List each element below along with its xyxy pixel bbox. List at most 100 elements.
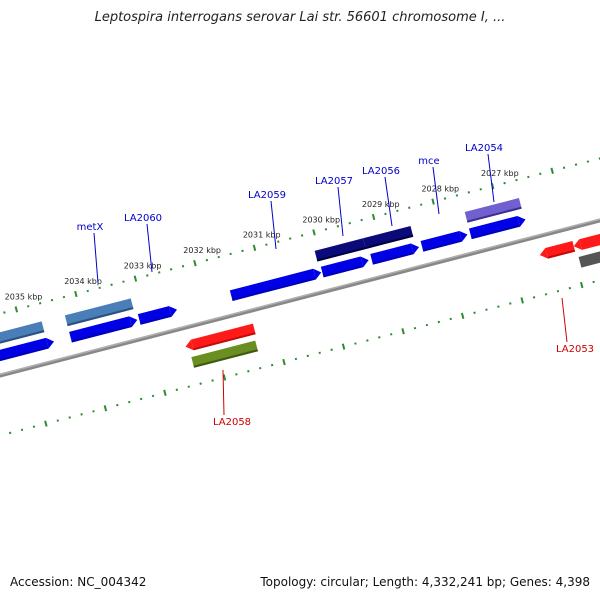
gene-leader-line [561, 297, 568, 343]
inner-rail-minor-tick [437, 320, 441, 324]
scale-label: 2028 kbp [421, 184, 459, 193]
inner-rail-major-tick [341, 343, 346, 350]
gene-LA2058[interactable] [184, 323, 256, 352]
outer-rail-minor-tick [27, 305, 30, 308]
cds-far-left-steelblue[interactable] [0, 321, 45, 346]
inner-rail-minor-tick [199, 382, 202, 385]
cds-metX-steelblue[interactable] [64, 298, 134, 327]
gene-LA2057[interactable] [320, 255, 370, 278]
gene-labels: metX LA2060 LA2059 LA2057 LA2056 mce LA2054 LA2… [77, 143, 594, 428]
outer-rail-minor-tick [396, 209, 399, 213]
outer-rail-minor-tick [241, 249, 244, 253]
outer-rail-minor-tick [503, 181, 506, 185]
gene-LA2056[interactable] [370, 242, 420, 265]
inner-rail-major-tick [460, 312, 465, 319]
outer-rail-minor-tick [205, 258, 209, 262]
inner-rail-minor-tick [20, 428, 24, 432]
outer-rail-minor-tick [527, 175, 530, 179]
gene-label-LA2059[interactable]: LA2059 [248, 190, 286, 201]
cds-LA2054-lavender[interactable] [464, 197, 522, 223]
outer-rail-major-tick [14, 306, 19, 313]
inner-rail-minor-tick [532, 296, 536, 299]
inner-rail-minor-tick [247, 370, 250, 373]
inner-rail-minor-tick [509, 302, 512, 305]
outer-rail-minor-tick [562, 166, 566, 169]
inner-rail-minor-tick [306, 354, 310, 358]
gene-leader-line [337, 186, 344, 237]
outer-rail-minor-tick [62, 295, 66, 299]
gene-label-LA2057[interactable]: LA2057 [315, 176, 353, 187]
gene-far-left-forward[interactable] [0, 336, 55, 363]
inner-rail-minor-tick [568, 286, 572, 290]
gene-leader-line [93, 232, 99, 284]
outer-rail-minor-tick [181, 265, 185, 268]
gene-label-LA2060[interactable]: LA2060 [124, 213, 162, 224]
cds-LA2058-olive[interactable] [191, 340, 258, 368]
cds-LA2056-navy[interactable] [363, 226, 414, 249]
outer-rail-minor-tick [265, 243, 268, 246]
gene-metX[interactable] [69, 315, 139, 343]
outer-rail-major-tick [74, 290, 78, 298]
outer-rail-minor-tick [86, 289, 89, 293]
inner-rail-minor-tick [211, 379, 214, 382]
outer-rail-minor-tick [50, 298, 54, 302]
outer-rail-minor-tick [38, 302, 42, 305]
inner-tick-rail [8, 280, 595, 435]
chromosome-backbone [0, 205, 600, 391]
outer-rail-major-tick [193, 260, 197, 267]
outer-tick-rail [3, 157, 600, 314]
map-rotated-frame: 2035 kbp 2034 kbp 2033 kbp 2032 kbp 2031 kbp… [0, 157, 600, 435]
inner-rail-minor-tick [354, 342, 357, 345]
outer-rail-minor-tick [539, 172, 542, 176]
gene-LA2059[interactable] [229, 267, 323, 301]
outer-rail-minor-tick [360, 218, 363, 222]
outer-rail-minor-tick [229, 252, 232, 256]
gene-mce[interactable] [420, 229, 469, 252]
gene-label-mce[interactable]: mce [418, 156, 439, 167]
outer-rail-minor-tick [408, 206, 411, 209]
gene-leader-line [146, 223, 153, 273]
outer-rail-minor-tick [324, 228, 328, 231]
inner-rail-minor-tick [473, 311, 476, 314]
gene-label-LA2058[interactable]: LA2058 [213, 417, 251, 428]
inner-rail-minor-tick [258, 366, 262, 370]
gene-label-LA2053[interactable]: LA2053 [556, 344, 594, 355]
inner-rail-minor-tick [80, 413, 83, 416]
cds-right-edge-grey[interactable] [578, 241, 600, 268]
reverse-genes [184, 224, 600, 368]
gene-label-LA2056[interactable]: LA2056 [362, 166, 400, 177]
gene-right-edge-reverse[interactable] [572, 224, 600, 251]
inner-rail-minor-tick [187, 385, 190, 388]
inner-rail-minor-tick [449, 317, 452, 321]
inner-rail-minor-tick [592, 280, 595, 284]
inner-rail-minor-tick [32, 425, 36, 428]
gene-LA2060[interactable] [137, 304, 179, 325]
outer-rail-major-tick [371, 213, 376, 221]
outer-rail-minor-tick [384, 212, 387, 216]
scale-labels: 2035 kbp 2034 kbp 2033 kbp 2032 kbp 2031 kbp… [5, 169, 519, 301]
gene-label-metX[interactable]: metX [77, 222, 104, 233]
inner-rail-minor-tick [116, 403, 119, 407]
outer-rail-minor-tick [288, 237, 292, 240]
inner-rail-minor-tick [235, 373, 238, 376]
scale-label: 2035 kbp [5, 292, 43, 301]
gene-LA2054[interactable] [468, 214, 527, 240]
outer-rail-minor-tick [300, 234, 304, 237]
cds-LA2057-navy[interactable] [314, 238, 366, 262]
inner-rail-minor-tick [294, 357, 298, 361]
inner-rail-minor-tick [68, 416, 71, 419]
gene-label-LA2054[interactable]: LA2054 [465, 143, 503, 154]
inner-rail-minor-tick [330, 348, 333, 351]
inner-rail-minor-tick [413, 326, 417, 330]
inner-rail-major-tick [401, 328, 405, 335]
outer-rail-major-tick [133, 275, 138, 282]
outer-rail-minor-tick [277, 240, 280, 243]
outer-rail-minor-tick [146, 274, 149, 277]
inner-rail-major-tick [580, 281, 584, 289]
outer-rail-major-tick [312, 229, 316, 236]
inner-rail-minor-tick [151, 394, 155, 398]
gene-LA2053[interactable] [539, 240, 576, 260]
scale-label: 2031 kbp [243, 231, 281, 240]
forward-genes [0, 197, 527, 363]
outer-rail-major-tick [431, 198, 435, 205]
